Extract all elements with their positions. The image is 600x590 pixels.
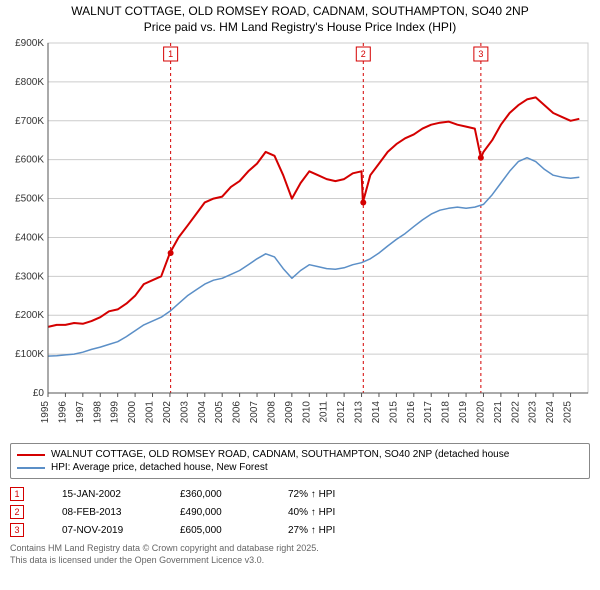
- svg-text:2002: 2002: [162, 401, 173, 424]
- svg-text:£700K: £700K: [15, 116, 44, 127]
- svg-text:2: 2: [361, 49, 366, 59]
- svg-text:1999: 1999: [110, 401, 121, 424]
- svg-text:£900K: £900K: [15, 38, 44, 49]
- svg-text:2009: 2009: [284, 401, 295, 424]
- sale-row: 1 15-JAN-2002 £360,000 72% ↑ HPI: [10, 485, 590, 503]
- legend-swatch-hpi: [17, 467, 45, 469]
- svg-text:2022: 2022: [510, 401, 521, 424]
- legend-row: WALNUT COTTAGE, OLD ROMSEY ROAD, CADNAM,…: [17, 448, 583, 461]
- svg-text:2011: 2011: [319, 401, 330, 423]
- sale-hpi: 27% ↑ HPI: [288, 525, 368, 536]
- svg-text:2003: 2003: [179, 401, 190, 424]
- svg-text:2016: 2016: [406, 401, 417, 424]
- svg-text:2018: 2018: [441, 401, 452, 424]
- svg-text:2020: 2020: [475, 401, 486, 424]
- attribution-line-1: Contains HM Land Registry data © Crown c…: [10, 543, 590, 555]
- svg-text:£600K: £600K: [15, 155, 44, 166]
- svg-text:2012: 2012: [336, 401, 347, 424]
- sale-date: 08-FEB-2013: [62, 507, 142, 518]
- svg-text:£800K: £800K: [15, 77, 44, 88]
- sale-row: 2 08-FEB-2013 £490,000 40% ↑ HPI: [10, 503, 590, 521]
- svg-text:2025: 2025: [563, 401, 574, 424]
- sale-marker-1: 1: [10, 487, 24, 501]
- svg-text:2000: 2000: [127, 401, 138, 424]
- sale-row: 3 07-NOV-2019 £605,000 27% ↑ HPI: [10, 521, 590, 539]
- svg-text:2010: 2010: [301, 401, 312, 424]
- svg-text:2017: 2017: [423, 401, 434, 424]
- title-line-1: WALNUT COTTAGE, OLD ROMSEY ROAD, CADNAM,…: [8, 4, 592, 20]
- title-block: WALNUT COTTAGE, OLD ROMSEY ROAD, CADNAM,…: [0, 0, 600, 37]
- svg-text:2013: 2013: [354, 401, 365, 424]
- svg-text:2008: 2008: [266, 401, 277, 424]
- legend-label-price: WALNUT COTTAGE, OLD ROMSEY ROAD, CADNAM,…: [51, 449, 509, 460]
- sales-table: 1 15-JAN-2002 £360,000 72% ↑ HPI 2 08-FE…: [10, 485, 590, 539]
- svg-text:2023: 2023: [528, 401, 539, 424]
- svg-text:2015: 2015: [388, 401, 399, 424]
- svg-text:2006: 2006: [232, 401, 243, 424]
- svg-text:2024: 2024: [545, 401, 556, 424]
- svg-text:£0: £0: [33, 388, 45, 399]
- legend-swatch-price: [17, 454, 45, 456]
- svg-text:2005: 2005: [214, 401, 225, 424]
- svg-text:1998: 1998: [92, 401, 103, 424]
- sale-marker-3: 3: [10, 523, 24, 537]
- svg-text:£300K: £300K: [15, 272, 44, 283]
- svg-text:1995: 1995: [40, 401, 51, 424]
- legend-row: HPI: Average price, detached house, New …: [17, 461, 583, 474]
- svg-text:1997: 1997: [75, 401, 86, 424]
- svg-text:2004: 2004: [197, 401, 208, 424]
- chart-container: WALNUT COTTAGE, OLD ROMSEY ROAD, CADNAM,…: [0, 0, 600, 590]
- attribution-line-2: This data is licensed under the Open Gov…: [10, 555, 590, 567]
- sale-marker-2: 2: [10, 505, 24, 519]
- sale-date: 07-NOV-2019: [62, 525, 142, 536]
- sale-date: 15-JAN-2002: [62, 489, 142, 500]
- svg-text:1: 1: [168, 49, 173, 59]
- svg-text:£500K: £500K: [15, 194, 44, 205]
- sale-price: £490,000: [180, 507, 250, 518]
- sale-price: £605,000: [180, 525, 250, 536]
- legend-label-hpi: HPI: Average price, detached house, New …: [51, 462, 268, 473]
- svg-text:£200K: £200K: [15, 310, 44, 321]
- title-line-2: Price paid vs. HM Land Registry's House …: [8, 20, 592, 36]
- svg-text:3: 3: [478, 49, 483, 59]
- svg-text:2019: 2019: [458, 401, 469, 424]
- sale-price: £360,000: [180, 489, 250, 500]
- svg-text:1996: 1996: [57, 401, 68, 424]
- sale-hpi: 40% ↑ HPI: [288, 507, 368, 518]
- svg-text:2007: 2007: [249, 401, 260, 424]
- svg-text:2021: 2021: [493, 401, 504, 424]
- attribution: Contains HM Land Registry data © Crown c…: [10, 543, 590, 566]
- chart-svg: £0 £100K £200K £300K £400K £500K £600K £700K £80…: [0, 37, 600, 437]
- sale-hpi: 72% ↑ HPI: [288, 489, 368, 500]
- legend-box: WALNUT COTTAGE, OLD ROMSEY ROAD, CADNAM,…: [10, 443, 590, 479]
- svg-text:2001: 2001: [145, 401, 156, 424]
- svg-text:£100K: £100K: [15, 349, 44, 360]
- svg-text:2014: 2014: [371, 401, 382, 424]
- svg-text:£400K: £400K: [15, 233, 44, 244]
- chart-area: £0 £100K £200K £300K £400K £500K £600K £700K £80…: [0, 37, 600, 437]
